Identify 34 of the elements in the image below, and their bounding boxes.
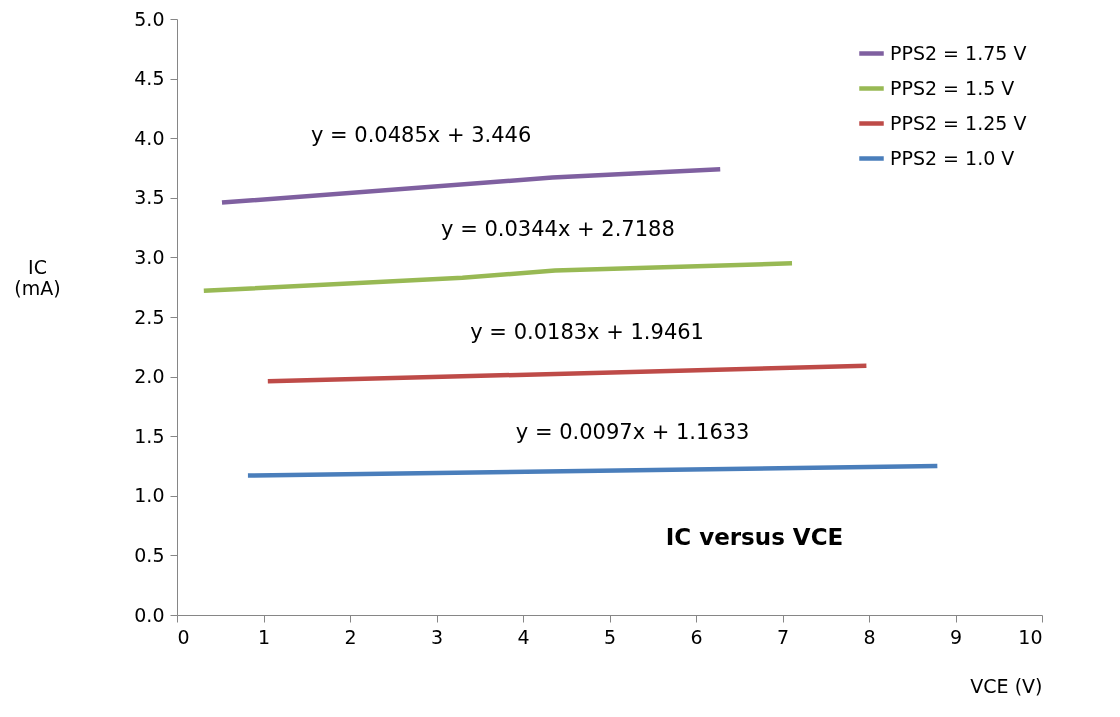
y-tick-label: 0.0	[134, 603, 165, 626]
x-tick-label: 10	[1018, 625, 1043, 648]
x-tick-label: 3	[430, 625, 444, 648]
annotation: y = 0.0344x + 2.7188	[441, 217, 675, 242]
legend-label: PPS2 = 1.25 V	[890, 111, 1027, 134]
y-tick-label: 2.0	[134, 365, 165, 388]
x-tick-label: 5	[603, 625, 617, 648]
y-tick-label: 1.0	[134, 484, 165, 507]
y-tick-label: 3.0	[134, 245, 165, 268]
x-tick-label: 4	[517, 625, 530, 648]
x-tick-label: 8	[863, 625, 876, 648]
annotation: y = 0.0097x + 1.1633	[515, 420, 750, 444]
y-tick-label: 1.5	[134, 424, 165, 447]
x-tick-label: 6	[690, 625, 703, 648]
annotation: y = 0.0485x + 3.446	[310, 123, 532, 148]
annotation: y = 0.0183x + 1.9461	[470, 319, 704, 344]
y-tick-label: 2.5	[134, 305, 165, 328]
legend-label: PPS2 = 1.0 V	[890, 146, 1015, 169]
x-tick-label: 7	[776, 625, 790, 648]
line-series	[201, 261, 795, 294]
x-tick-label: 0	[177, 625, 190, 648]
x-tick-label: 1	[257, 625, 271, 648]
legend-label: PPS2 = 1.5 V	[890, 76, 1015, 99]
x-axis-title: VCE (V)	[970, 674, 1043, 697]
y-tick-label: 5.0	[134, 7, 165, 30]
y-tick-label: 0.5	[134, 543, 165, 566]
text: IC versus VCE	[665, 524, 844, 550]
x-tick-label: 2	[344, 625, 357, 648]
x-tick-label: 9	[949, 625, 963, 648]
y-tick-label: 4.0	[134, 126, 165, 149]
y-tick-label: 3.5	[134, 186, 165, 209]
y-axis-title: IC (mA)	[14, 255, 61, 299]
legend-label: PPS2 = 1.75 V	[890, 41, 1027, 64]
y-tick-label: 4.5	[134, 67, 165, 90]
